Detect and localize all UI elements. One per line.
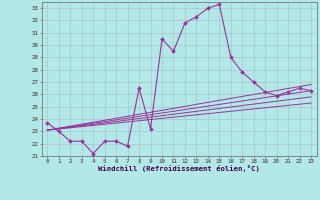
X-axis label: Windchill (Refroidissement éolien,°C): Windchill (Refroidissement éolien,°C) xyxy=(98,165,260,172)
